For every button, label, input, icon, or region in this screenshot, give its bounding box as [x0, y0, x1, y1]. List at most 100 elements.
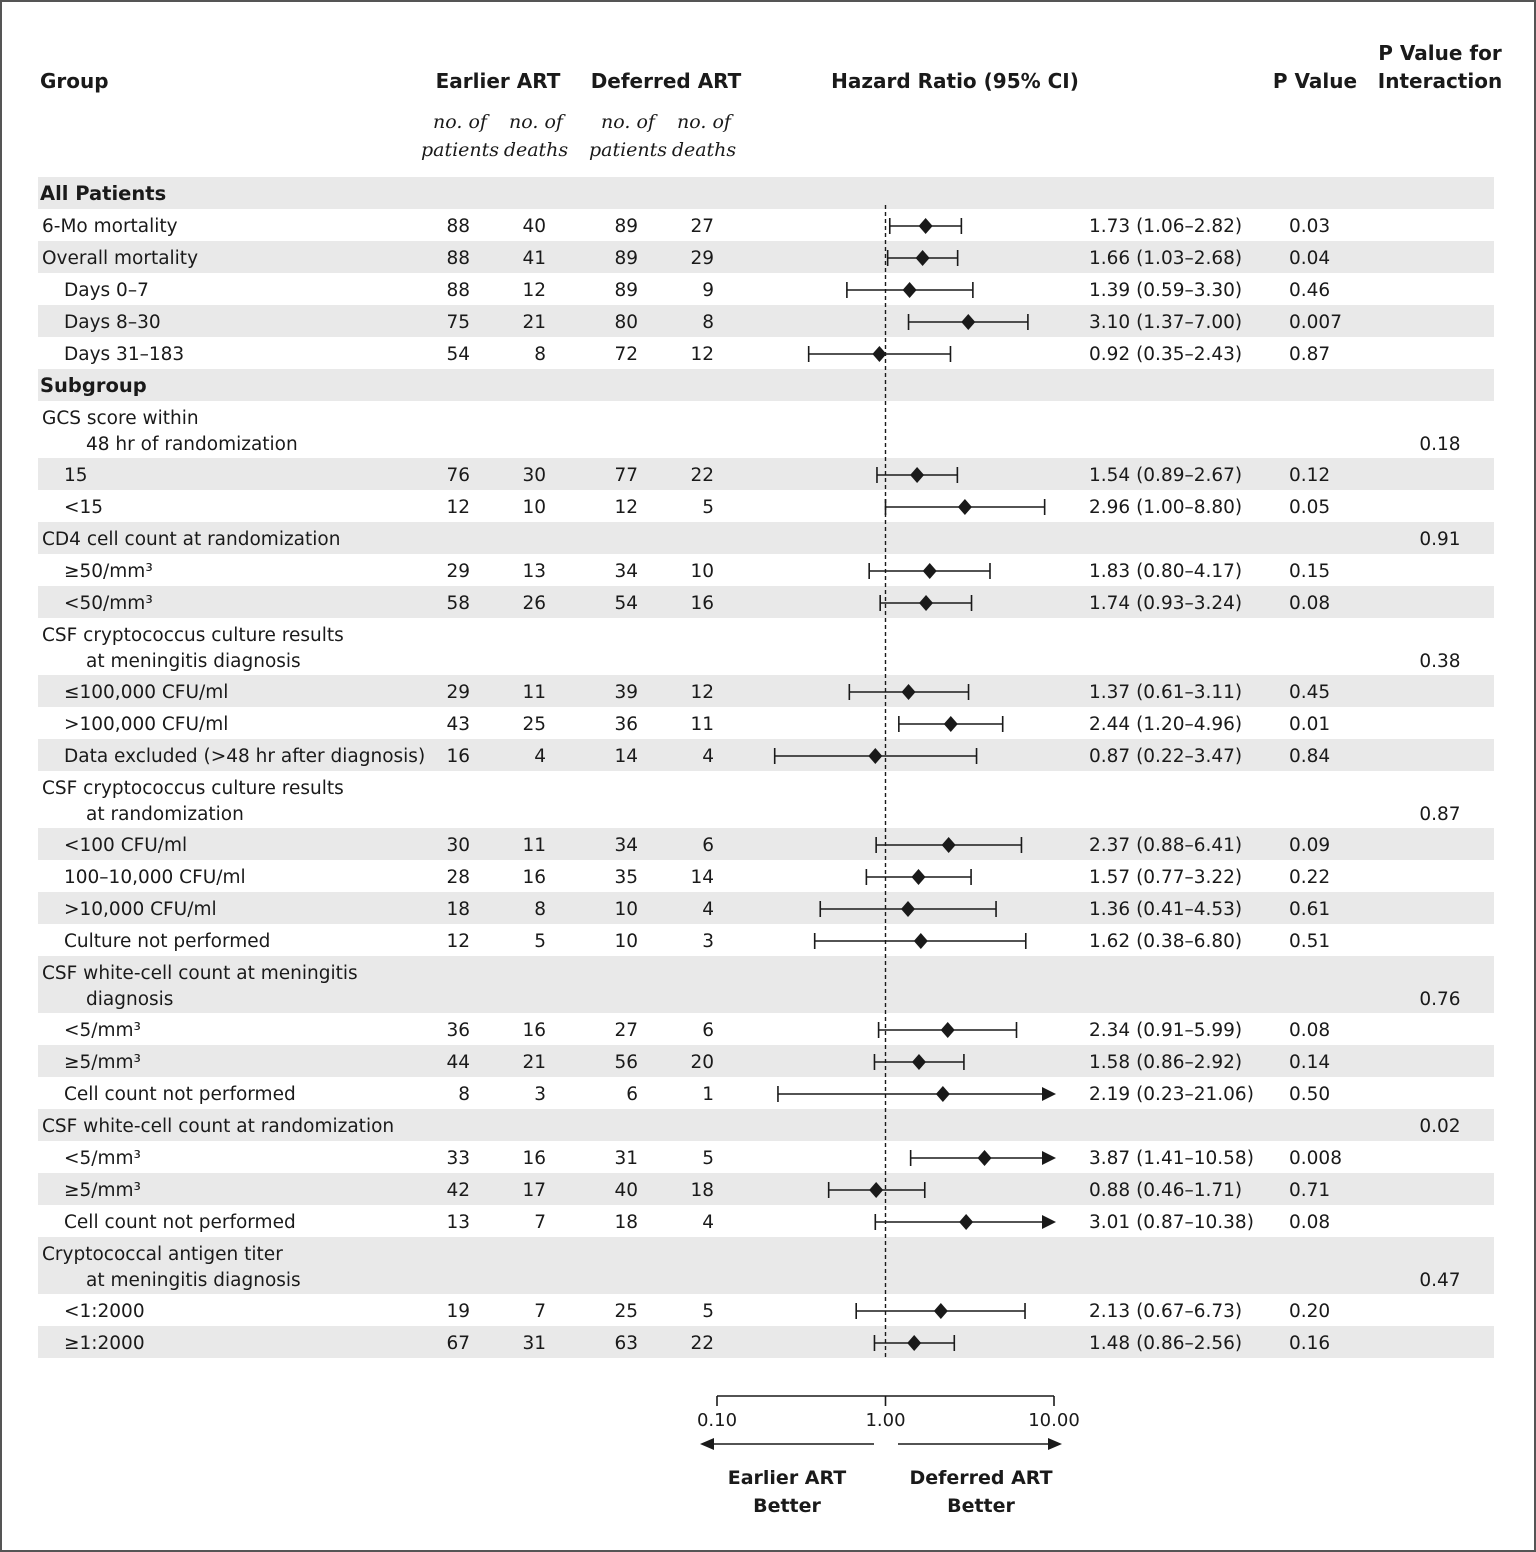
subheader-deferred-patients-2: patients	[589, 139, 667, 161]
hazard-ratio-point	[941, 837, 956, 853]
p-value: 0.20	[1289, 1301, 1330, 1322]
hazard-ratio-point	[902, 282, 917, 298]
header-deferred-art: Deferred ART	[591, 69, 742, 93]
hazard-ratio-text: 3.87 (1.41–10.58)	[1089, 1148, 1254, 1169]
row-label: Data excluded (>48 hr after diagnosis)	[64, 746, 425, 767]
deferred-patients: 63	[614, 1333, 638, 1354]
earlier-patients: 44	[446, 1052, 470, 1073]
p-value: 0.008	[1289, 1148, 1342, 1169]
header-p-interaction-line1: P Value for	[1378, 41, 1502, 65]
hazard-ratio-text: 1.57 (0.77–3.22)	[1089, 867, 1242, 888]
earlier-patients: 30	[446, 835, 470, 856]
p-value: 0.15	[1289, 561, 1330, 582]
earlier-patients: 75	[446, 312, 470, 333]
deferred-patients: 80	[614, 312, 638, 333]
earlier-deaths: 25	[522, 714, 546, 735]
row-label: <5/mm³	[64, 1020, 141, 1041]
row-shade	[38, 675, 1494, 707]
deferred-patients: 34	[614, 835, 638, 856]
p-value: 0.22	[1289, 867, 1330, 888]
row-shade	[38, 241, 1494, 273]
earlier-patients: 33	[446, 1148, 470, 1169]
subheader-earlier-deaths-1: no. of	[509, 111, 566, 133]
earlier-deaths: 12	[522, 280, 546, 301]
deferred-patients: 89	[614, 216, 638, 237]
deferred-deaths: 18	[690, 1180, 714, 1201]
earlier-patients: 12	[446, 931, 470, 952]
hazard-ratio-text: 2.19 (0.23–21.06)	[1089, 1084, 1254, 1105]
row-label: >100,000 CFU/ml	[64, 714, 228, 735]
deferred-deaths: 22	[690, 465, 714, 486]
row-label: Cell count not performed	[64, 1212, 296, 1233]
deferred-patients: 35	[614, 867, 638, 888]
deferred-deaths: 6	[702, 835, 714, 856]
hazard-ratio-text: 1.37 (0.61–3.11)	[1089, 682, 1242, 703]
row-label: <100 CFU/ml	[64, 835, 187, 856]
p-value: 0.04	[1289, 248, 1330, 269]
hazard-ratio-text: 1.36 (0.41–4.53)	[1089, 899, 1242, 920]
deferred-deaths: 10	[690, 561, 714, 582]
row-label: Days 31–183	[64, 344, 184, 365]
deferred-deaths: 5	[702, 497, 714, 518]
hazard-ratio-text: 3.01 (0.87–10.38)	[1089, 1212, 1254, 1233]
group-label-continued: 48 hr of randomization	[86, 434, 298, 455]
hazard-ratio-point	[868, 748, 883, 764]
hazard-ratio-point	[907, 1335, 922, 1351]
p-value: 0.03	[1289, 216, 1330, 237]
row-label: 15	[64, 465, 88, 486]
earlier-patients: 18	[446, 899, 470, 920]
row-shade	[38, 892, 1494, 924]
earlier-patients: 67	[446, 1333, 470, 1354]
deferred-better-label-1: Deferred ART	[909, 1467, 1052, 1489]
header-p-value: P Value	[1273, 69, 1357, 93]
p-value: 0.46	[1289, 280, 1330, 301]
hazard-ratio-point	[959, 1214, 974, 1230]
earlier-deaths: 3	[534, 1084, 546, 1105]
deferred-patients: 39	[614, 682, 638, 703]
earlier-patients: 88	[446, 280, 470, 301]
earlier-better-arrowhead	[700, 1438, 714, 1450]
group-label: GCS score within	[42, 408, 199, 429]
row-shade	[38, 1109, 1494, 1141]
earlier-patients: 13	[446, 1212, 470, 1233]
p-interaction-value: 0.87	[1419, 804, 1460, 825]
deferred-deaths: 14	[690, 867, 714, 888]
group-label-continued: diagnosis	[86, 989, 173, 1010]
hazard-ratio-point	[872, 346, 887, 362]
p-value: 0.01	[1289, 714, 1330, 735]
hazard-ratio-text: 1.54 (0.89–2.67)	[1089, 465, 1242, 486]
hazard-ratio-text: 1.48 (0.86–2.56)	[1089, 1333, 1242, 1354]
subheader-earlier-patients-2: patients	[421, 139, 499, 161]
deferred-patients: 89	[614, 248, 638, 269]
deferred-better-arrowhead	[1048, 1438, 1062, 1450]
p-interaction-value: 0.38	[1419, 651, 1460, 672]
row-label: ≥50/mm³	[64, 561, 153, 582]
row-label: <15	[64, 497, 103, 518]
deferred-patients: 10	[614, 931, 638, 952]
earlier-better-label-1: Earlier ART	[728, 1467, 847, 1489]
hazard-ratio-point	[911, 1054, 926, 1070]
deferred-patients: 34	[614, 561, 638, 582]
deferred-deaths: 12	[690, 344, 714, 365]
earlier-deaths: 16	[522, 1020, 546, 1041]
deferred-patients: 40	[614, 1180, 638, 1201]
deferred-patients: 27	[614, 1020, 638, 1041]
row-label: ≥5/mm³	[64, 1180, 141, 1201]
earlier-patients: 8	[458, 1084, 470, 1105]
earlier-deaths: 11	[522, 682, 546, 703]
row-label: ≥5/mm³	[64, 1052, 141, 1073]
row-label: <1:2000	[64, 1301, 145, 1322]
hazard-ratio-text: 2.34 (0.91–5.99)	[1089, 1020, 1242, 1041]
hazard-ratio-text: 2.96 (1.00–8.80)	[1089, 497, 1242, 518]
deferred-deaths: 9	[702, 280, 714, 301]
deferred-deaths: 8	[702, 312, 714, 333]
section-label: Subgroup	[40, 374, 147, 397]
header-p-interaction-line2: Interaction	[1378, 69, 1502, 93]
earlier-deaths: 8	[534, 899, 546, 920]
deferred-deaths: 4	[702, 1212, 714, 1233]
hazard-ratio-text: 1.74 (0.93–3.24)	[1089, 593, 1242, 614]
hazard-ratio-point	[933, 1303, 948, 1319]
p-value: 0.12	[1289, 465, 1330, 486]
hazard-ratio-point	[943, 716, 958, 732]
